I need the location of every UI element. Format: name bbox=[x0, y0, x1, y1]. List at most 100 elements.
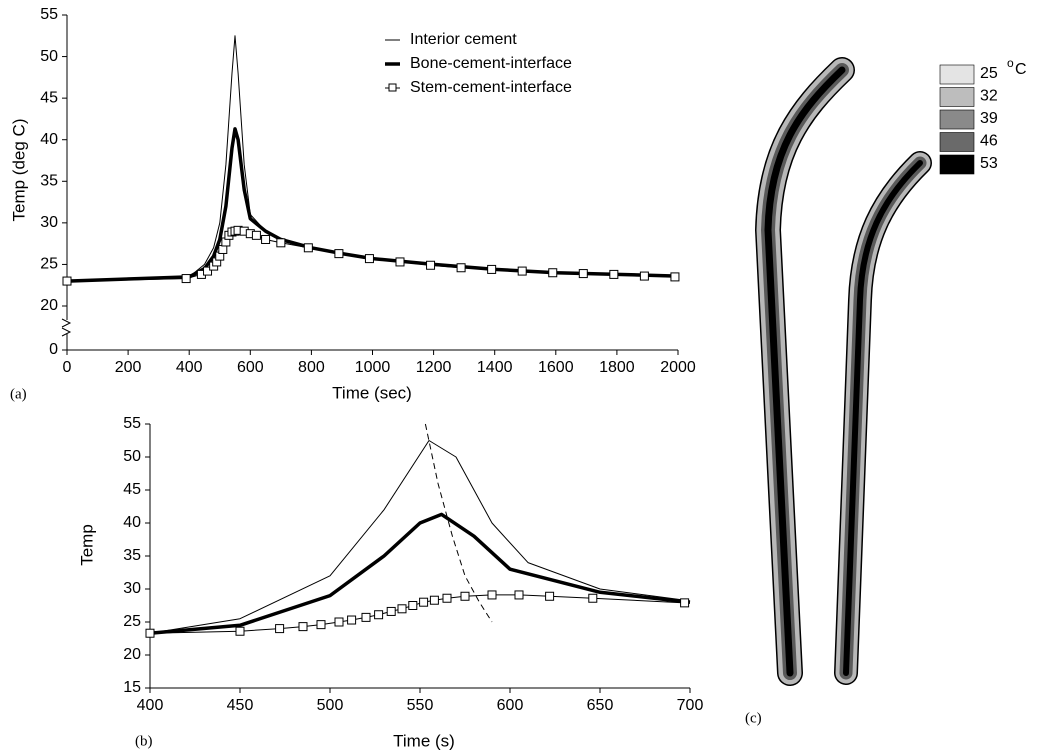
marker bbox=[386, 606, 396, 616]
panel-label: (a) bbox=[10, 386, 27, 402]
marker bbox=[517, 266, 527, 276]
marker bbox=[251, 230, 261, 240]
x-tick-label: 600 bbox=[497, 697, 524, 714]
scale-label: 25 bbox=[980, 65, 998, 82]
y-tick-label: 25 bbox=[123, 613, 141, 630]
x-tick-label: 600 bbox=[237, 359, 264, 376]
x-tick-label: 1200 bbox=[416, 359, 452, 376]
scale-swatch bbox=[939, 87, 975, 107]
y-tick-label: 15 bbox=[123, 679, 141, 696]
y-tick-label: 0 bbox=[49, 341, 58, 358]
x-tick-label: 2000 bbox=[660, 359, 696, 376]
legend-label: Bone-cement-interface bbox=[410, 55, 572, 72]
panel-label: (b) bbox=[135, 733, 153, 749]
y-tick-label: 35 bbox=[123, 547, 141, 564]
y-tick-label: 25 bbox=[40, 256, 58, 273]
marker bbox=[588, 593, 598, 603]
x-axis-title: Time (sec) bbox=[332, 383, 412, 402]
marker bbox=[181, 274, 191, 284]
x-tick-label: 1800 bbox=[599, 359, 635, 376]
marker bbox=[670, 272, 680, 282]
x-tick-label: 550 bbox=[407, 697, 434, 714]
legend-marker bbox=[388, 83, 397, 92]
y-tick-label: 55 bbox=[40, 6, 58, 23]
marker bbox=[545, 591, 555, 601]
marker bbox=[218, 244, 228, 254]
marker bbox=[235, 626, 245, 636]
marker bbox=[639, 271, 649, 281]
legend-label: Stem-cement-interface bbox=[410, 79, 572, 96]
marker bbox=[276, 238, 286, 248]
axis-break bbox=[61, 327, 72, 337]
x-tick-label: 800 bbox=[298, 359, 325, 376]
marker bbox=[426, 260, 436, 270]
axis-break bbox=[61, 318, 72, 328]
y-axis-title: Temp (deg C) bbox=[9, 119, 28, 222]
marker bbox=[62, 276, 72, 286]
marker bbox=[487, 264, 497, 274]
y-tick-label: 30 bbox=[40, 214, 58, 231]
y-tick-label: 50 bbox=[123, 448, 141, 465]
marker bbox=[514, 590, 524, 600]
marker bbox=[429, 595, 439, 605]
y-tick-label: 40 bbox=[40, 131, 58, 148]
scale-swatch bbox=[939, 132, 975, 152]
marker bbox=[347, 615, 357, 625]
scale-label: 53 bbox=[980, 155, 998, 172]
series-line bbox=[149, 440, 691, 634]
series-line bbox=[66, 127, 679, 283]
scale-swatch bbox=[939, 109, 975, 130]
marker bbox=[419, 597, 429, 607]
scale-label: 39 bbox=[980, 110, 998, 127]
marker bbox=[680, 598, 690, 608]
x-tick-label: 650 bbox=[587, 697, 614, 714]
y-tick-label: 50 bbox=[40, 48, 58, 65]
y-axis-title: Temp bbox=[77, 524, 96, 566]
marker bbox=[395, 257, 405, 267]
x-tick-label: 200 bbox=[115, 359, 142, 376]
scale-label: 46 bbox=[980, 133, 998, 150]
marker bbox=[261, 234, 271, 244]
marker bbox=[487, 590, 497, 600]
marker bbox=[456, 263, 466, 273]
y-tick-label: 35 bbox=[40, 173, 58, 190]
panel-label: (c) bbox=[745, 710, 762, 726]
y-tick-label: 20 bbox=[40, 297, 58, 314]
marker bbox=[203, 266, 213, 276]
marker bbox=[361, 612, 371, 622]
y-tick-label: 20 bbox=[123, 646, 141, 663]
y-tick-label: 30 bbox=[123, 580, 141, 597]
marker bbox=[397, 604, 407, 614]
x-tick-label: 0 bbox=[63, 359, 72, 376]
marker bbox=[298, 622, 308, 632]
dashed-line bbox=[424, 423, 493, 623]
x-tick-label: 1600 bbox=[538, 359, 574, 376]
marker bbox=[316, 620, 326, 630]
series-line bbox=[149, 512, 691, 635]
marker bbox=[334, 249, 344, 259]
legend-label: Interior cement bbox=[410, 31, 517, 48]
marker bbox=[460, 591, 470, 601]
scale-swatch bbox=[939, 154, 975, 175]
x-tick-label: 400 bbox=[137, 697, 164, 714]
x-tick-label: 400 bbox=[176, 359, 203, 376]
marker bbox=[408, 601, 418, 610]
marker bbox=[275, 624, 285, 634]
marker bbox=[609, 269, 619, 279]
marker bbox=[303, 243, 313, 253]
x-tick-label: 1400 bbox=[477, 359, 513, 376]
x-axis-title: Time (s) bbox=[393, 731, 455, 750]
marker bbox=[578, 269, 588, 279]
scale-swatch bbox=[939, 64, 975, 85]
marker bbox=[548, 268, 558, 278]
marker bbox=[442, 593, 452, 603]
x-tick-label: 500 bbox=[317, 697, 344, 714]
x-tick-label: 1000 bbox=[355, 359, 391, 376]
x-tick-label: 450 bbox=[227, 697, 254, 714]
scale-label: 32 bbox=[980, 88, 998, 105]
unit: C bbox=[1015, 61, 1027, 78]
marker bbox=[145, 628, 155, 638]
y-tick-label: 55 bbox=[123, 415, 141, 432]
